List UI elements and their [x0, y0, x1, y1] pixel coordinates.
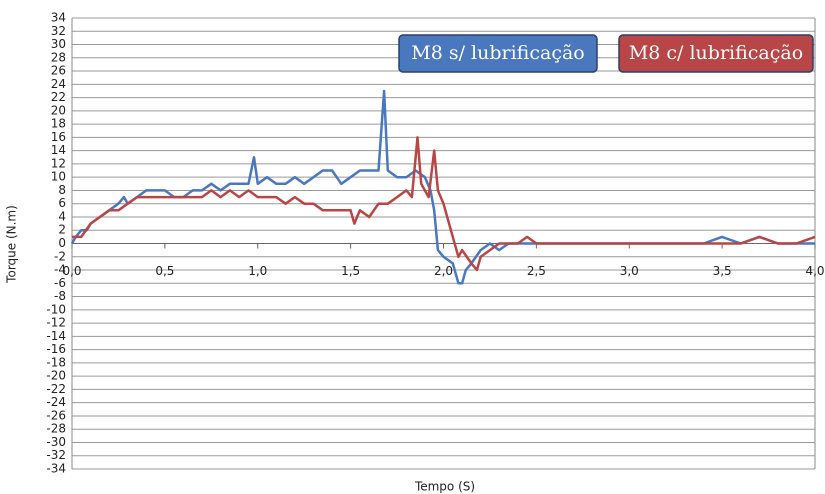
- y-tick-label: 2: [58, 223, 66, 237]
- y-tick-label: 30: [51, 37, 66, 51]
- y-tick-label: 28: [51, 50, 66, 64]
- y-tick-label: 12: [51, 156, 66, 170]
- y-tick-label: -26: [46, 408, 66, 422]
- y-tick-label: -8: [54, 289, 66, 303]
- x-tick-label: 1,5: [341, 264, 360, 278]
- y-tick-label: 16: [51, 130, 66, 144]
- y-tick-label: 0: [58, 236, 66, 250]
- series-line: [72, 136, 816, 272]
- y-tick-label: -28: [46, 422, 66, 436]
- y-tick-label: -14: [46, 329, 66, 343]
- y-tick-label: 20: [51, 103, 66, 117]
- y-tick-label: -12: [46, 316, 66, 330]
- legend-item: M8 s/ lubrificação: [398, 34, 598, 73]
- legend-box: [398, 34, 598, 73]
- x-tick-label: 0,5: [155, 264, 174, 278]
- y-tick-label: 8: [58, 183, 66, 197]
- y-tick-label: -18: [46, 355, 66, 369]
- y-tick-label: -30: [46, 435, 66, 449]
- x-tick-label: 1,0: [248, 264, 267, 278]
- y-tick-label: -20: [46, 369, 66, 383]
- x-tick-label: 4,0: [805, 264, 824, 278]
- y-tick-label: 24: [51, 77, 66, 91]
- y-tick-label: 22: [51, 90, 66, 104]
- x-tick-label: 3,5: [713, 264, 732, 278]
- y-tick-label: -34: [46, 462, 66, 476]
- y-tick-label: 4: [58, 209, 66, 223]
- x-tick-label: 0,0: [62, 264, 81, 278]
- legend-label: M8 s/ lubrificação: [411, 42, 584, 64]
- y-tick-label: 26: [51, 64, 66, 78]
- x-tick-label: 2,0: [434, 264, 453, 278]
- y-tick-label: -22: [46, 382, 66, 396]
- y-tick-label: 32: [51, 24, 66, 38]
- legend-box: [618, 34, 814, 73]
- series-line: [70, 89, 815, 285]
- y-tick-label: 6: [58, 196, 66, 210]
- y-tick-label: -4: [54, 263, 66, 277]
- y-tick-label: 14: [51, 143, 66, 157]
- y-tick-label: 18: [51, 117, 66, 131]
- y-tick-label: -32: [46, 448, 66, 462]
- y-tick-label: -6: [54, 276, 66, 290]
- y-axis-title: Torque (N.m): [5, 205, 19, 284]
- y-tick-label: 10: [51, 170, 66, 184]
- legend-label: M8 c/ lubrificação: [629, 42, 803, 64]
- x-axis-title: Tempo (S): [414, 480, 475, 494]
- y-tick-label: 34: [51, 11, 66, 25]
- x-tick-label: 2,5: [527, 264, 546, 278]
- x-tick-label: 3,0: [620, 264, 639, 278]
- y-tick-label: -24: [46, 395, 66, 409]
- y-tick-label: -16: [46, 342, 66, 356]
- y-tick-label: -10: [46, 302, 66, 316]
- y-tick-label: -2: [54, 249, 66, 263]
- legend-item: M8 c/ lubrificação: [618, 34, 814, 73]
